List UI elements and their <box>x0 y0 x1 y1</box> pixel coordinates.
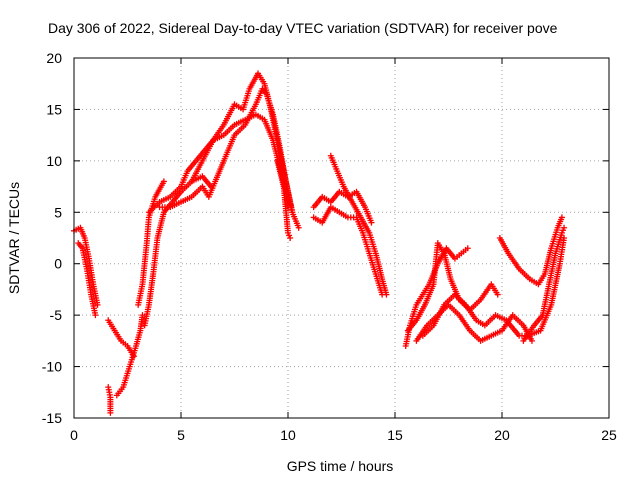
x-tick-label: 25 <box>601 427 617 443</box>
y-tick-label: 10 <box>46 153 62 169</box>
axis-ticks: 0 5 10 15 20 25 -15 -10 -5 0 5 10 15 20 <box>42 50 617 443</box>
data-series <box>145 111 291 216</box>
data-series <box>404 240 501 334</box>
x-tick-label: 10 <box>280 427 296 443</box>
y-tick-label: 20 <box>46 50 62 66</box>
data-point <box>107 409 114 416</box>
x-tick-label: 0 <box>70 427 78 443</box>
plot-frame <box>73 57 610 419</box>
y-tick-label: -15 <box>42 410 62 426</box>
data-point <box>139 312 146 319</box>
y-tick-label: 0 <box>54 256 62 272</box>
y-tick-label: 5 <box>54 204 62 220</box>
x-tick-label: 20 <box>494 427 510 443</box>
x-axis-label: GPS time / hours <box>287 458 394 474</box>
data-point <box>368 219 375 226</box>
data-series <box>419 235 568 339</box>
chart-title: Day 306 of 2022, Sidereal Day-to-day VTE… <box>48 20 558 36</box>
x-tick-label: 15 <box>387 427 403 443</box>
data-series <box>496 214 565 288</box>
y-tick-label: -5 <box>50 307 63 323</box>
data-point <box>289 209 296 216</box>
data-series <box>188 70 296 216</box>
y-axis-label: SDTVAR / TECUs <box>6 182 22 294</box>
data-point <box>561 224 568 231</box>
data-series <box>113 312 146 399</box>
data-series <box>520 224 568 344</box>
data-point <box>94 301 101 308</box>
data-series <box>75 240 99 319</box>
data-point <box>295 224 302 231</box>
data-series <box>105 384 114 416</box>
data-series <box>327 152 390 298</box>
data-point <box>287 235 294 241</box>
data-point <box>494 291 501 298</box>
data-point <box>383 291 390 298</box>
data-point <box>160 178 167 185</box>
data-point <box>464 245 471 252</box>
data-point <box>558 214 565 221</box>
grid-lines <box>74 58 609 418</box>
data-point <box>92 312 99 319</box>
x-tick-label: 5 <box>177 427 185 443</box>
data-series <box>310 188 375 226</box>
data-points <box>71 70 568 416</box>
y-tick-label: 15 <box>46 101 62 117</box>
y-tick-label: -10 <box>42 359 62 375</box>
data-point <box>528 337 535 344</box>
data-series <box>274 157 294 241</box>
